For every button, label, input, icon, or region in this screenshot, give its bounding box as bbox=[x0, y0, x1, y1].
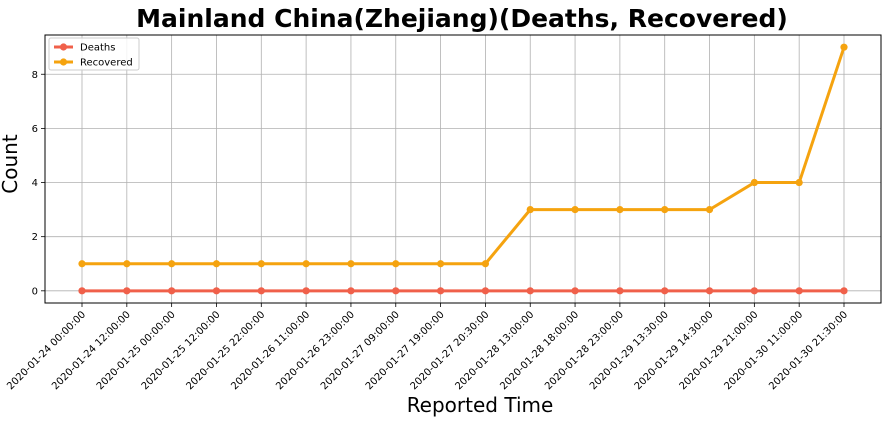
chart-title: Mainland China(Zhejiang)(Deaths, Recover… bbox=[136, 4, 788, 33]
data-point-recovered bbox=[750, 178, 758, 187]
legend-marker-recovered bbox=[59, 58, 68, 66]
data-point-recovered bbox=[481, 260, 490, 268]
series-layer bbox=[78, 43, 848, 295]
data-point-deaths bbox=[302, 287, 310, 295]
data-point-recovered bbox=[257, 260, 265, 268]
y-tick-label: 8 bbox=[32, 70, 38, 81]
data-point-deaths bbox=[212, 287, 221, 295]
x-tick-label: 2020-01-25 12:00:00 bbox=[140, 309, 223, 392]
data-point-deaths bbox=[616, 287, 624, 295]
data-point-deaths bbox=[750, 287, 758, 295]
data-point-deaths bbox=[392, 287, 400, 295]
data-point-deaths bbox=[347, 287, 355, 295]
data-point-recovered bbox=[571, 206, 579, 214]
legend-label-deaths: Deaths bbox=[80, 43, 115, 54]
data-point-recovered bbox=[661, 206, 669, 214]
data-point-recovered bbox=[526, 206, 534, 214]
legend-marker-deaths bbox=[59, 43, 68, 51]
data-point-deaths bbox=[661, 287, 669, 295]
data-point-recovered bbox=[302, 260, 310, 268]
plot-frame bbox=[44, 34, 882, 304]
data-point-recovered bbox=[212, 260, 221, 268]
x-tick-label: 2020-01-27 20:30:00 bbox=[409, 309, 492, 392]
x-tick-label: 2020-01-26 23:00:00 bbox=[274, 309, 357, 392]
y-tick-label: 2 bbox=[32, 232, 38, 243]
x-tick-label: 2020-01-29 14:30:00 bbox=[633, 309, 716, 392]
x-tick-label: 2020-01-28 13:00:00 bbox=[453, 309, 536, 392]
data-point-recovered bbox=[795, 178, 803, 187]
x-tick-label: 2020-01-29 21:00:00 bbox=[678, 309, 761, 392]
x-tick-label: 2020-01-26 11:00:00 bbox=[229, 309, 312, 392]
legend-label-recovered: Recovered bbox=[80, 58, 133, 69]
data-point-recovered bbox=[616, 206, 624, 214]
y-axis-label: Count bbox=[0, 134, 22, 194]
x-tick-label: 2020-01-28 18:00:00 bbox=[498, 309, 581, 392]
data-point-deaths bbox=[571, 287, 579, 295]
x-tick-label: 2020-01-27 09:00:00 bbox=[319, 309, 402, 392]
data-point-deaths bbox=[840, 287, 848, 295]
x-tick-label: 2020-01-25 22:00:00 bbox=[185, 309, 268, 392]
y-tick-label: 4 bbox=[32, 178, 38, 189]
data-point-recovered bbox=[168, 260, 176, 268]
data-point-deaths bbox=[78, 287, 86, 295]
data-point-deaths bbox=[481, 287, 490, 295]
series-line-recovered bbox=[82, 46, 846, 266]
x-tick-label: 2020-01-30 21:30:00 bbox=[767, 309, 850, 392]
y-tick-label: 6 bbox=[32, 124, 38, 135]
data-point-recovered bbox=[347, 260, 355, 268]
data-point-recovered bbox=[392, 260, 400, 268]
x-axis-label: Reported Time bbox=[407, 393, 554, 417]
data-point-deaths bbox=[436, 287, 445, 295]
y-tick-label: 0 bbox=[32, 286, 38, 297]
x-tick-label: 2020-01-29 13:30:00 bbox=[588, 309, 671, 392]
data-point-recovered bbox=[123, 260, 131, 268]
data-point-deaths bbox=[795, 287, 803, 295]
data-point-recovered bbox=[78, 260, 86, 268]
data-point-deaths bbox=[168, 287, 176, 295]
data-point-deaths bbox=[705, 287, 714, 295]
x-tick-label: 2020-01-30 11:00:00 bbox=[722, 309, 805, 392]
data-point-deaths bbox=[123, 287, 131, 295]
data-point-recovered bbox=[840, 43, 848, 51]
x-tick-label: 2020-01-28 23:00:00 bbox=[543, 309, 626, 392]
data-point-deaths bbox=[526, 287, 534, 295]
x-tick-label: 2020-01-24 12:00:00 bbox=[50, 309, 133, 392]
data-point-deaths bbox=[257, 287, 265, 295]
x-tick-label: 2020-01-27 19:00:00 bbox=[364, 309, 447, 392]
x-tick-label: 2020-01-24 00:00:00 bbox=[5, 309, 88, 392]
x-tick-label: 2020-01-25 00:00:00 bbox=[95, 309, 178, 392]
data-point-recovered bbox=[436, 260, 445, 268]
data-point-recovered bbox=[705, 206, 714, 214]
legend: Deaths Recovered bbox=[48, 37, 140, 71]
